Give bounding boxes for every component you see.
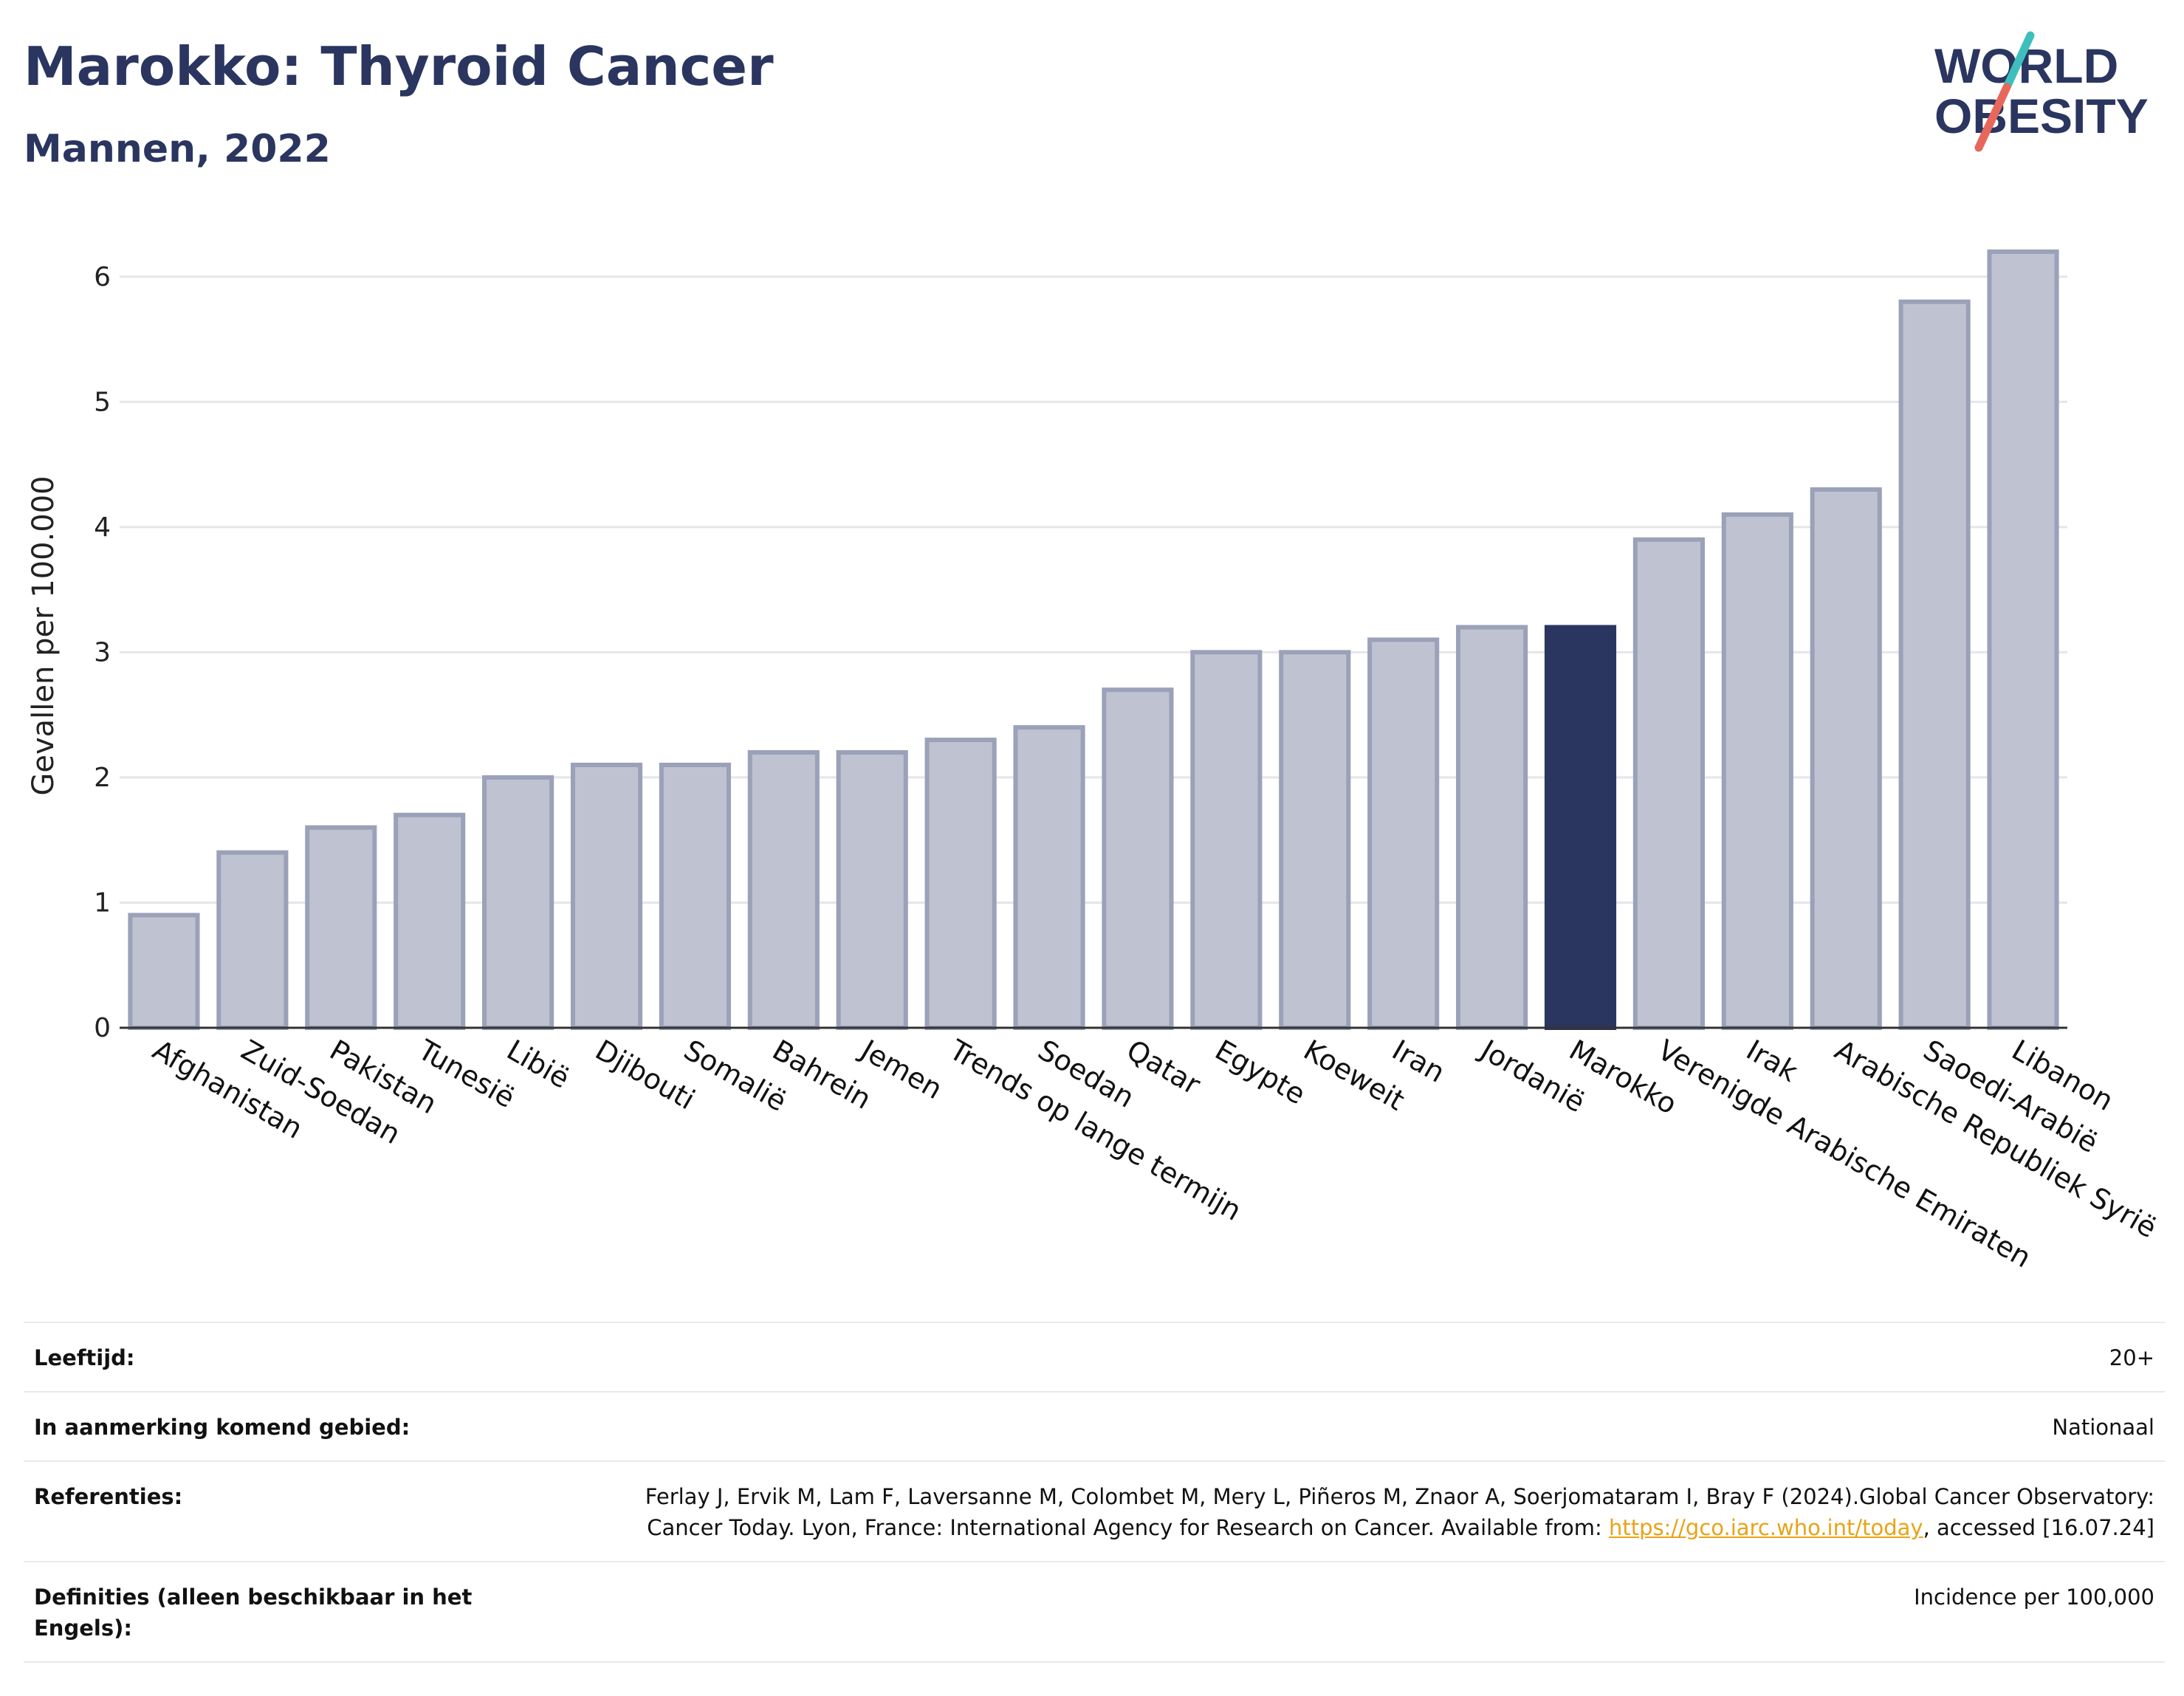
reference-link[interactable]: https://gco.iarc.who.int/today: [1608, 1515, 1923, 1540]
reference-text: Ferlay J, Ervik M, Lam F, Laversanne M, …: [645, 1484, 2154, 1540]
y-tick-label: 5: [94, 387, 111, 417]
info-value-region: Nationaal: [2052, 1415, 2154, 1440]
info-row-region: In aanmerking komend gebied: Nationaal: [24, 1391, 2165, 1460]
x-tick-label: Djibouti: [590, 1034, 701, 1116]
y-tick-label: 0: [94, 1013, 111, 1043]
info-label-region: In aanmerking komend gebied:: [34, 1415, 411, 1440]
bar-chart: 0 1 2 3 4 5 6 AfghanistanZuid-SoedanPakistanTu…: [27, 249, 2162, 1274]
info-value-definitions: Incidence per 100,000: [1914, 1585, 2154, 1610]
bar-soedan: [1013, 725, 1085, 1030]
y-tick-label: 4: [94, 512, 111, 543]
logo-slash-top: [2002, 31, 2035, 92]
bar-saoedi-arabi-: [1898, 299, 1971, 1030]
bar-irak: [1721, 512, 1793, 1030]
y-tick-label: 1: [94, 888, 111, 918]
info-row-definitions: Definities (alleen beschikbaar in het En…: [24, 1561, 2165, 1663]
y-tick-labels: 0 1 2 3 4 5 6: [94, 262, 111, 1043]
bar-libi-: [482, 775, 554, 1031]
bar-verenigde-arabische-emiraten: [1632, 537, 1705, 1030]
bar-djibouti: [570, 762, 643, 1030]
y-tick-label: 3: [94, 637, 111, 667]
world-obesity-logo: WORLD OBESITY: [1934, 31, 2149, 152]
bar-iran: [1367, 637, 1440, 1030]
logo-line-2: OBESITY: [1934, 89, 2149, 143]
reference-accessed: , accessed [16.07.24]: [1923, 1515, 2154, 1540]
bar-pakistan: [305, 825, 377, 1030]
info-value-age: 20+: [2109, 1345, 2154, 1370]
info-row-references: Referenties: Ferlay J, Ervik M, Lam F, L…: [24, 1460, 2165, 1561]
page-subtitle: Mannen, 2022: [24, 127, 331, 171]
bars: [128, 249, 2059, 1031]
bar-jordani-: [1456, 625, 1528, 1030]
info-table: Leeftijd: 20+ In aanmerking komend gebie…: [24, 1322, 2165, 1663]
bar-somali-: [659, 762, 731, 1030]
bar-afghanistan: [128, 913, 200, 1031]
page-title: Marokko: Thyroid Cancer: [24, 35, 774, 97]
bar-egypte: [1190, 650, 1263, 1031]
bar-bahrein: [747, 750, 820, 1030]
bar-tunesi-: [394, 812, 466, 1030]
bar-koeweit: [1279, 650, 1351, 1031]
x-tick-labels: AfghanistanZuid-SoedanPakistanTunesiëLib…: [147, 1033, 2162, 1274]
logo-slash-bottom: [1974, 83, 2011, 152]
bar-qatar: [1102, 687, 1174, 1030]
x-tick-label: Arabische Republiek Syrië: [1830, 1034, 2163, 1245]
bar-arabische-republiek-syri-: [1810, 487, 1882, 1030]
bar-zuid-soedan: [216, 850, 289, 1031]
info-label-references: Referenties:: [34, 1484, 183, 1509]
info-row-age: Leeftijd: 20+: [24, 1322, 2165, 1391]
info-label-age: Leeftijd:: [34, 1345, 135, 1370]
x-tick-label: Somalië: [679, 1034, 792, 1118]
bar-jemen: [836, 750, 908, 1030]
bar-marokko: [1544, 625, 1617, 1030]
x-tick-label: Koeweit: [1298, 1034, 1410, 1117]
x-tick-label: Egypte: [1209, 1034, 1311, 1111]
y-tick-label: 2: [94, 763, 111, 793]
bar-libanon: [1987, 249, 2059, 1030]
info-value-references: Ferlay J, Ervik M, Lam F, Laversanne M, …: [574, 1481, 2154, 1543]
info-label-definitions: Definities (alleen beschikbaar in het En…: [34, 1585, 473, 1641]
bar-trends-op-lange-termijn: [924, 738, 997, 1030]
y-axis-label: Gevallen per 100.000: [27, 476, 61, 795]
y-tick-label: 6: [94, 262, 111, 292]
